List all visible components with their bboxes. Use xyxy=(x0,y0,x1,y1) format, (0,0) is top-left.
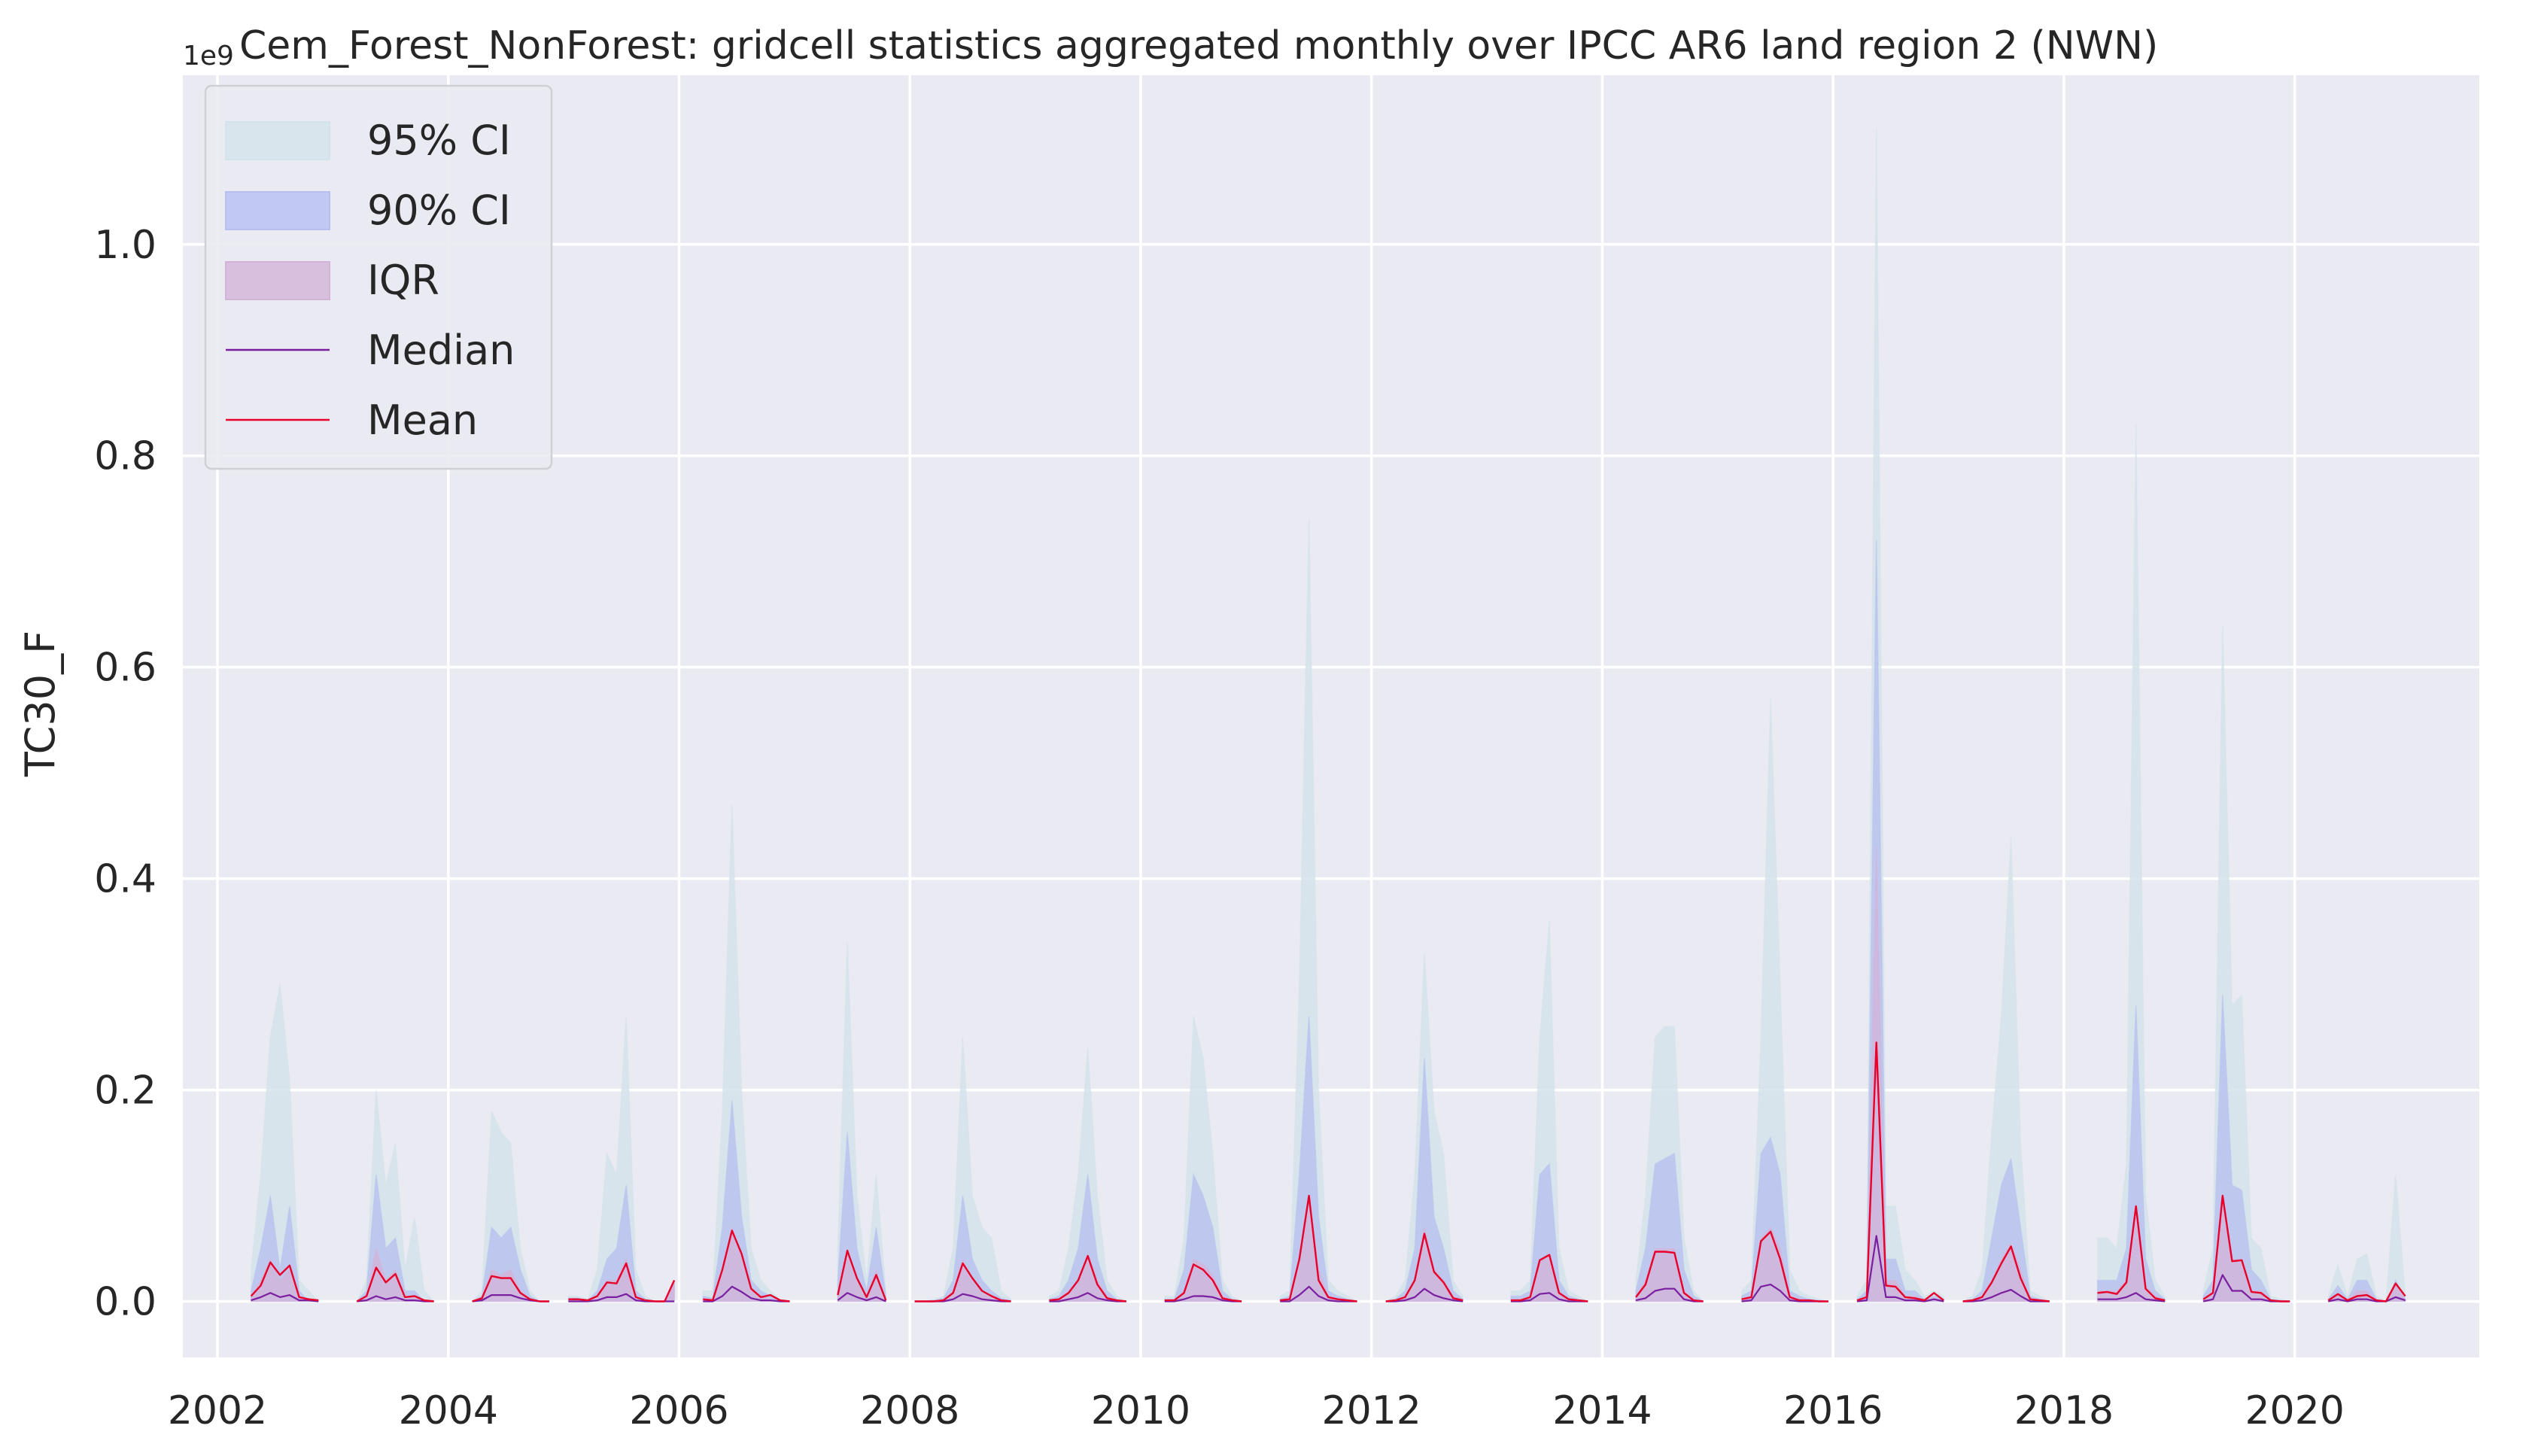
legend-label: Median xyxy=(367,327,515,374)
mean-line xyxy=(1635,1251,1704,1302)
plot-area xyxy=(183,75,2479,1357)
x-tick-label: 2016 xyxy=(1783,1388,1883,1433)
y-tick-label: 0.2 xyxy=(94,1068,157,1114)
ci95-band xyxy=(914,1037,1012,1302)
x-tick-label: 2004 xyxy=(399,1388,498,1433)
median-line xyxy=(1164,1295,1242,1302)
median-line xyxy=(1962,1288,2050,1302)
median-line xyxy=(1280,1285,1357,1302)
mean-line xyxy=(472,1275,549,1302)
ci90-band xyxy=(914,1195,1012,1302)
median-line xyxy=(1511,1292,1588,1302)
ci95-band xyxy=(1510,920,1588,1302)
x-tick-labels: 2002 2004 2006 2008 2010 2012 2014 2016 2018 2020 xyxy=(168,1388,2345,1433)
mean-line xyxy=(568,1262,676,1302)
mean-line xyxy=(1280,1194,1357,1302)
ci95-band xyxy=(1164,1016,1242,1302)
median-line xyxy=(837,1292,886,1302)
y-multiplier-label: 1e9 xyxy=(183,41,234,71)
y-tick-labels: 0.0 0.2 0.4 0.6 0.8 1.0 xyxy=(94,223,157,1325)
median-line xyxy=(703,1285,790,1302)
ci95-band xyxy=(2096,424,2166,1302)
x-tick-label: 2008 xyxy=(860,1388,959,1433)
chart-title: Cem_Forest_NonForest: gridcell statistic… xyxy=(239,23,2158,68)
mean-line xyxy=(1164,1263,1242,1302)
mean-line xyxy=(2202,1194,2290,1302)
y-tick-label: 1.0 xyxy=(94,223,157,268)
median-line xyxy=(1049,1292,1126,1302)
x-tick-label: 2018 xyxy=(2014,1388,2114,1433)
mean-line xyxy=(1856,1041,1944,1302)
legend-swatch xyxy=(225,191,330,230)
legend-label: IQR xyxy=(367,257,439,304)
ci95-band xyxy=(1279,518,1357,1302)
median-line xyxy=(1385,1287,1464,1302)
legend: 95% CI 90% CI IQR Median Mean xyxy=(204,84,553,470)
x-tick-label: 2020 xyxy=(2245,1388,2344,1433)
x-tick-label: 2006 xyxy=(629,1388,728,1433)
mean-line xyxy=(356,1266,434,1302)
y-tick-label: 0.6 xyxy=(94,646,157,691)
legend-box xyxy=(204,84,553,470)
y-tick-label: 0.8 xyxy=(94,434,157,479)
mean-line xyxy=(2097,1205,2166,1302)
median-line xyxy=(251,1292,319,1302)
x-tick-label: 2002 xyxy=(168,1388,267,1433)
ci95-band xyxy=(1962,836,2050,1302)
y-tick-label: 0.4 xyxy=(94,857,157,902)
x-tick-label: 2014 xyxy=(1552,1388,1652,1433)
median-line xyxy=(1635,1287,1704,1302)
mean-line xyxy=(1385,1233,1464,1302)
mean-line xyxy=(703,1230,790,1302)
median-line xyxy=(357,1295,434,1302)
mean-line xyxy=(1741,1230,1828,1302)
mean-line xyxy=(2327,1282,2406,1302)
mean-line xyxy=(1511,1254,1588,1302)
mean-line xyxy=(250,1261,319,1302)
median-line xyxy=(2097,1292,2166,1302)
legend-swatch xyxy=(225,121,330,160)
legend-label: Mean xyxy=(367,397,478,444)
legend-label: 95% CI xyxy=(367,117,511,164)
x-tick-label: 2010 xyxy=(1091,1388,1190,1433)
mean-line xyxy=(1962,1245,2050,1302)
y-tick-label: 0.0 xyxy=(94,1280,157,1325)
mean-line xyxy=(837,1249,887,1301)
y-axis-label: TC30_F xyxy=(17,631,64,777)
median-line xyxy=(2328,1296,2406,1302)
legend-label: 90% CI xyxy=(367,187,511,234)
x-tick-label: 2012 xyxy=(1322,1388,1421,1433)
mean-line xyxy=(914,1262,1011,1302)
mean-lines xyxy=(250,1041,2406,1302)
legend-swatch xyxy=(225,261,330,300)
mean-line xyxy=(1049,1254,1126,1302)
median-line xyxy=(1856,1235,1944,1302)
